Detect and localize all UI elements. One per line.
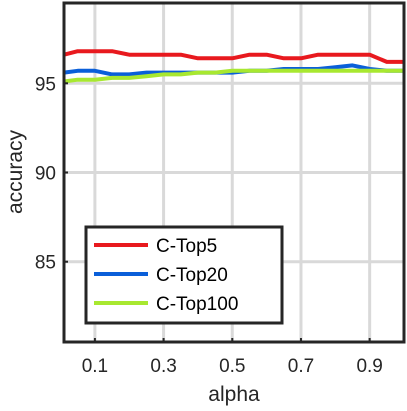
tick-labels: 0.1 0.3 0.5 0.7 0.9 85 90 95	[35, 74, 383, 377]
y-tick-label: 85	[35, 253, 56, 274]
series-line-c-top100	[63, 68, 404, 84]
series-line-c-top5	[63, 49, 404, 64]
x-tick-label: 0.3	[150, 356, 176, 377]
legend-label-c-top5: C-Top5	[156, 236, 217, 257]
legend: C-Top5 C-Top20 C-Top100	[84, 225, 284, 325]
x-tick-label: 0.9	[356, 356, 382, 377]
legend-label-c-top20: C-Top20	[156, 265, 228, 286]
series-lines	[63, 49, 404, 84]
y-tick-label: 95	[35, 74, 56, 95]
x-tick-label: 0.1	[82, 356, 108, 377]
y-tick-label: 90	[35, 164, 56, 185]
x-tick-label: 0.5	[219, 356, 245, 377]
legend-label-c-top100: C-Top100	[156, 294, 238, 315]
x-tick-label: 0.7	[288, 356, 314, 377]
x-axis-label: alpha	[208, 383, 260, 406]
y-axis-label: accuracy	[4, 129, 27, 214]
